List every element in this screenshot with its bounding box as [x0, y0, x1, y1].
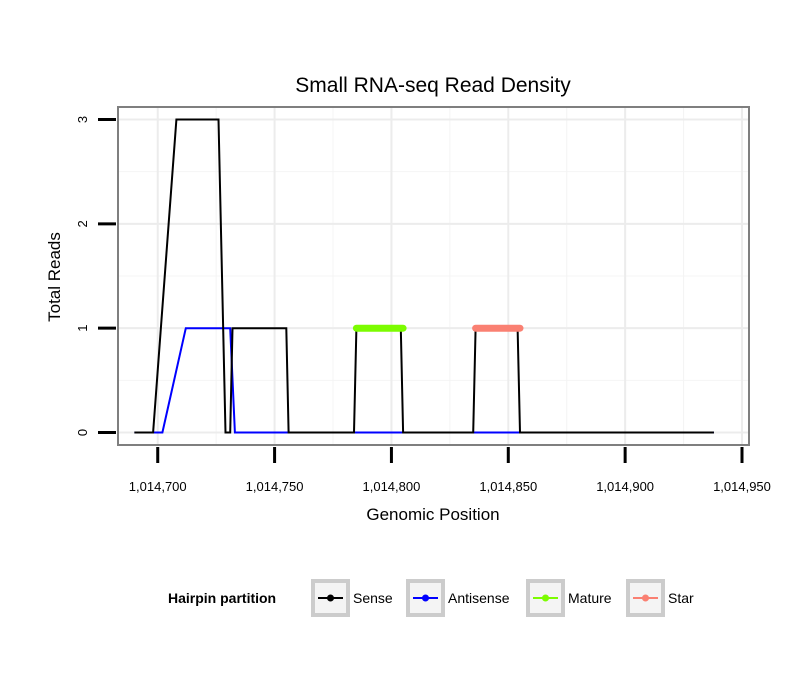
- legend-label-star: Star: [668, 590, 694, 606]
- x-axis-title: Genomic Position: [366, 505, 499, 524]
- x-axis: 1,014,700 1,014,750 1,014,800 1,014,850 1,01…: [129, 447, 771, 494]
- legend: Hairpin partition Sense Antisense Mature St…: [168, 579, 694, 617]
- x-tick-label: 1,014,700: [129, 479, 187, 494]
- legend-key-dot: [642, 594, 649, 602]
- series-layer: [134, 118, 714, 434]
- y-tick-label: 3: [75, 116, 90, 123]
- x-tick-label: 1,014,900: [596, 479, 654, 494]
- legend-item-star: Star: [626, 579, 694, 617]
- legend-key-dot: [542, 594, 549, 602]
- x-tick-label: 1,014,800: [363, 479, 421, 494]
- legend-item-mature: Mature: [526, 579, 612, 617]
- grid: [118, 107, 749, 445]
- y-tick-label: 2: [75, 220, 90, 227]
- y-axis-title: Total Reads: [45, 232, 64, 322]
- legend-title: Hairpin partition: [168, 590, 276, 606]
- y-axis: 0 1 2 3: [75, 116, 116, 436]
- legend-key-dot: [422, 594, 429, 602]
- legend-key-dot: [327, 594, 334, 602]
- y-tick-label: 1: [75, 325, 90, 332]
- y-tick-label: 0: [75, 429, 90, 436]
- legend-item-sense: Sense: [311, 579, 393, 617]
- legend-label-antisense: Antisense: [448, 590, 510, 606]
- x-tick-label: 1,014,750: [246, 479, 304, 494]
- legend-item-antisense: Antisense: [406, 579, 510, 617]
- x-tick-label: 1,014,850: [479, 479, 537, 494]
- legend-label-mature: Mature: [568, 590, 612, 606]
- plot-border: [117, 106, 750, 446]
- legend-label-sense: Sense: [353, 590, 393, 606]
- chart-title: Small RNA-seq Read Density: [295, 74, 571, 97]
- x-tick-label: 1,014,950: [713, 479, 771, 494]
